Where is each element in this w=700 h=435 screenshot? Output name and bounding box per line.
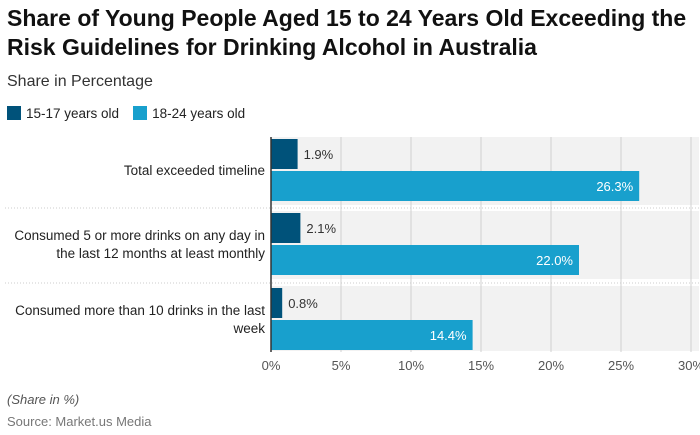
x-tick-label: 15% <box>468 358 494 373</box>
chart-title: Share of Young People Aged 15 to 24 Year… <box>7 5 687 60</box>
x-tick-label: 0% <box>262 358 281 373</box>
bar <box>271 213 301 243</box>
x-tick-label: 10% <box>398 358 424 373</box>
legend-item-18-24: 18-24 years old <box>133 106 245 121</box>
data-label: 1.9% <box>304 147 334 162</box>
category-label: Consumed 5 or more drinks on any day in <box>14 228 265 243</box>
x-tick-label: 25% <box>608 358 634 373</box>
data-label: 26.3% <box>596 179 633 194</box>
x-tick-label: 30% <box>678 358 700 373</box>
legend: 15-17 years old 18-24 years old <box>7 106 245 121</box>
bar <box>271 320 473 350</box>
bar <box>271 288 283 318</box>
legend-label: 15-17 years old <box>26 106 120 121</box>
bar <box>271 245 579 275</box>
bar <box>271 139 298 169</box>
data-label: 0.8% <box>288 296 318 311</box>
data-label: 14.4% <box>430 328 467 343</box>
chart-subtitle: Share in Percentage <box>7 73 153 90</box>
x-tick-label: 5% <box>332 358 351 373</box>
category-label: the last 12 months at least monthly <box>56 246 265 261</box>
chart-source: Source: Market.us Media <box>7 414 152 429</box>
legend-swatch <box>133 106 148 120</box>
bar <box>271 171 640 201</box>
chart-note: (Share in %) <box>7 392 80 407</box>
x-tick-label: 20% <box>538 358 564 373</box>
legend-swatch <box>7 106 21 120</box>
category-label: Total exceeded timeline <box>124 163 265 178</box>
data-label: 22.0% <box>536 253 573 268</box>
category-label: week <box>232 321 265 336</box>
data-label: 2.1% <box>306 221 336 236</box>
category-label: Consumed more than 10 drinks in the last <box>15 303 265 318</box>
legend-item-15-17: 15-17 years old <box>7 106 119 121</box>
legend-label: 18-24 years old <box>152 106 246 121</box>
